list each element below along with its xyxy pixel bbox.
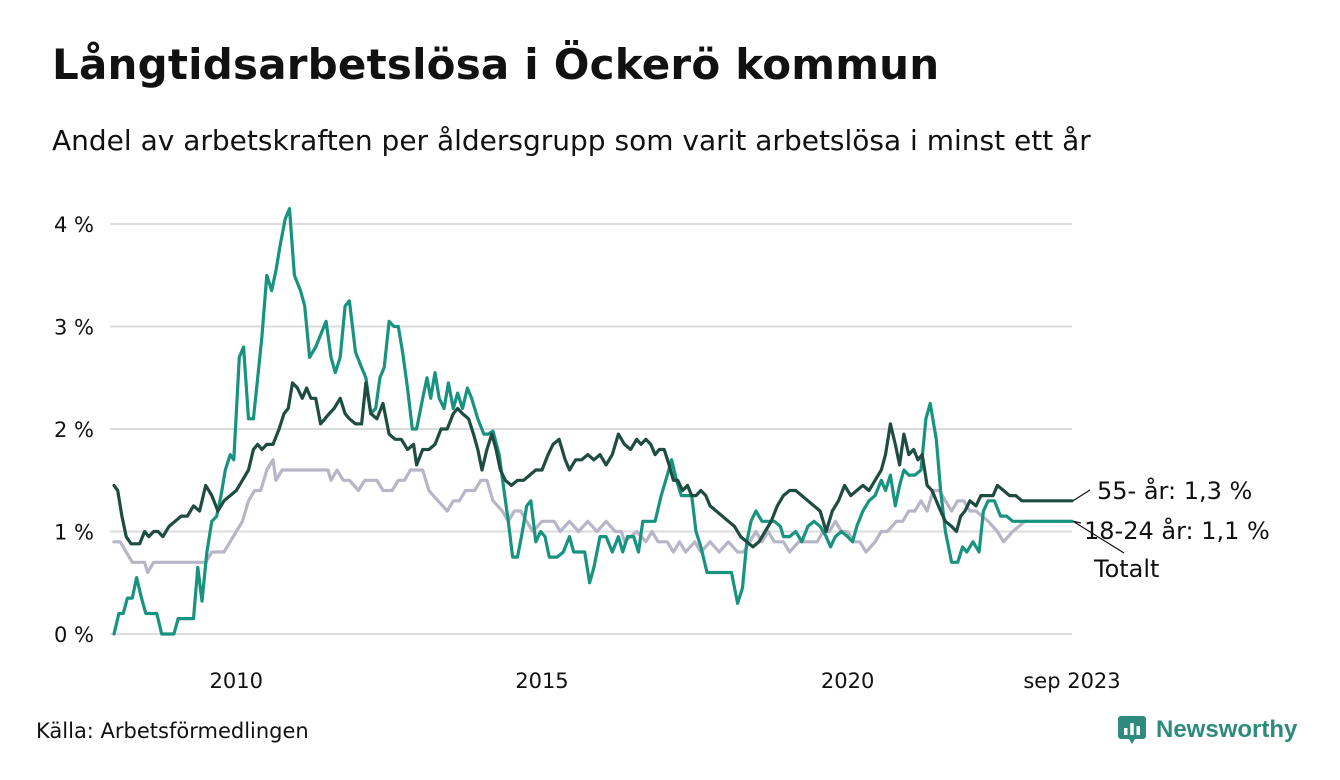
series-end-label: Totalt — [1093, 555, 1159, 583]
x-tick-label: sep 2023 — [1023, 669, 1120, 693]
gridlines — [110, 223, 1072, 635]
label-leader-line — [1072, 520, 1125, 554]
newsworthy-logo-icon — [1118, 716, 1146, 744]
y-tick-label: 0 % — [54, 623, 94, 647]
series-line-18-24-r — [112, 207, 1074, 636]
series-end-labels: Totalt 18-24 år: 1,1 % 55- år: 1,3 % — [1072, 476, 1270, 583]
x-tick-label: 2015 — [515, 669, 568, 693]
y-tick-label: 4 % — [54, 213, 94, 237]
series-end-label: 18-24 år: 1,1 % — [1084, 516, 1270, 545]
label-leader-line — [1072, 520, 1082, 524]
brand-name: Newsworthy — [1156, 716, 1298, 743]
y-tick-label: 2 % — [54, 418, 94, 442]
series-lines — [112, 207, 1074, 636]
y-tick-label: 3 % — [54, 316, 94, 340]
source-note: Källa: Arbetsförmedlingen — [36, 719, 309, 743]
x-tick-label: 2010 — [210, 669, 263, 693]
y-axis-ticks: 0 % 1 % 2 % 3 % 4 % — [54, 213, 94, 647]
brand-logo[interactable]: Newsworthy — [1118, 714, 1297, 746]
label-leader-line — [1072, 489, 1091, 502]
line-chart: 0 % 1 % 2 % 3 % 4 % 2010 2015 2020 sep 2023 Tot… — [54, 207, 1270, 693]
chart-title: Långtidsarbetslösa i Öckerö kommun — [52, 40, 940, 89]
series-end-label: 55- år: 1,3 % — [1097, 476, 1252, 505]
x-axis-ticks: 2010 2015 2020 sep 2023 — [210, 669, 1121, 693]
y-tick-label: 1 % — [54, 521, 94, 545]
series-line-55-r — [112, 381, 1074, 549]
chart-subtitle: Andel av arbetskraften per åldersgrupp s… — [52, 124, 1091, 157]
x-tick-label: 2020 — [821, 669, 874, 693]
series-line-totalt — [112, 458, 1074, 575]
